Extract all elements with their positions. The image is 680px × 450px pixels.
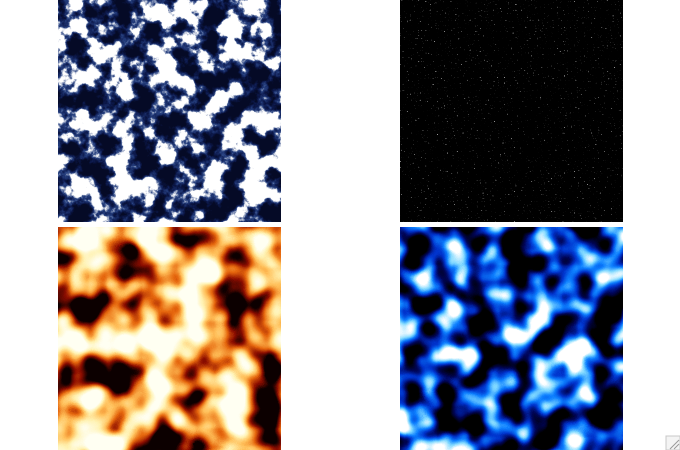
image-panel (400, 227, 623, 450)
image-panel (58, 227, 281, 450)
resize-grip[interactable] (665, 435, 680, 450)
image-panel (58, 0, 281, 222)
image-panel (400, 0, 623, 222)
